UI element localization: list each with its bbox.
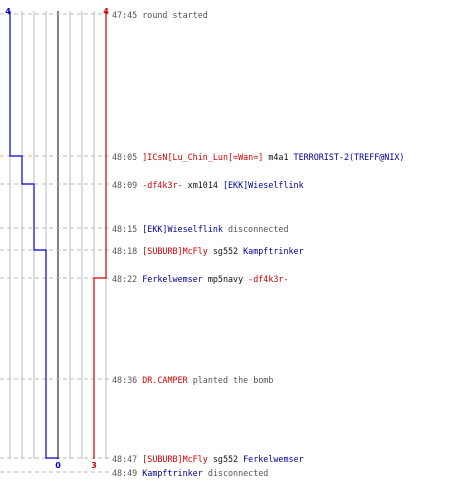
event-row: 48:09 -df4k3r- xm1014 [EKK]Wieselflink — [112, 179, 304, 191]
event-row: 48:15 [EKK]Wieselflink disconnected — [112, 223, 289, 235]
event-time: 48:15 — [112, 224, 138, 234]
event-row: 48:18 [SUBURB]McFly sg552 Kampftrinker — [112, 245, 304, 257]
event-time: 48:22 — [112, 274, 138, 284]
player-name-ct: Kampftrinker — [243, 246, 304, 256]
event-text: disconnected — [202, 468, 269, 478]
event-time: 48:36 — [112, 375, 138, 385]
weapon-name: sg552 — [207, 246, 244, 256]
player-name-t: -df4k3r- — [142, 180, 183, 190]
event-time: 47:45 — [112, 10, 138, 20]
player-name-t: [SUBURB]McFly — [142, 246, 208, 256]
event-row: 48:49 Kampftrinker disconnected — [112, 467, 268, 479]
player-name-t: ]ICsN[Lu_Chin_Lun[=Wan=] — [142, 152, 264, 162]
event-row: 48:36 DR.CAMPER planted the bomb — [112, 374, 273, 386]
weapon-name: sg552 — [207, 454, 244, 464]
player-name-t: [SUBURB]McFly — [142, 454, 208, 464]
event-row: 48:05 ]ICsN[Lu_Chin_Lun[=Wan=] m4a1 TERR… — [112, 151, 404, 163]
event-time: 48:05 — [112, 152, 138, 162]
series-line-t — [93, 11, 107, 459]
event-time: 48:09 — [112, 180, 138, 190]
player-name-ct: Kampftrinker — [142, 468, 203, 478]
event-row: 48:22 Ferkelwemser mp5navy -df4k3r- — [112, 273, 289, 285]
weapon-name: mp5navy — [202, 274, 249, 284]
player-name-ct: [EKK]Wieselflink — [222, 180, 304, 190]
event-row: 48:47 [SUBURB]McFly sg552 Ferkelwemser — [112, 453, 304, 465]
weapon-name: xm1014 — [182, 180, 223, 190]
series-line-ct — [9, 11, 59, 459]
event-time: 48:18 — [112, 246, 138, 256]
player-name-ct: [EKK]Wieselflink — [142, 224, 223, 234]
event-time: 48:47 — [112, 454, 138, 464]
player-name-ct: TERRORIST-2(TREFF@NIX) — [293, 152, 405, 162]
bottom-score-label-ct: 0 — [55, 461, 61, 470]
event-text: planted the bomb — [187, 375, 274, 385]
top-score-label-ct: 4 — [5, 7, 11, 16]
weapon-name: m4a1 — [263, 152, 294, 162]
event-row: 47:45 round started — [112, 9, 208, 21]
event-text: disconnected — [222, 224, 289, 234]
event-time: 48:49 — [112, 468, 138, 478]
top-score-label-t: 4 — [103, 7, 109, 16]
player-name-ct: Ferkelwemser — [142, 274, 203, 284]
player-name-t: -df4k3r- — [248, 274, 289, 284]
event-text: round started — [142, 10, 208, 20]
bottom-score-label-t: 3 — [91, 461, 97, 470]
player-name-ct: Ferkelwemser — [243, 454, 304, 464]
player-name-t: DR.CAMPER — [142, 375, 188, 385]
